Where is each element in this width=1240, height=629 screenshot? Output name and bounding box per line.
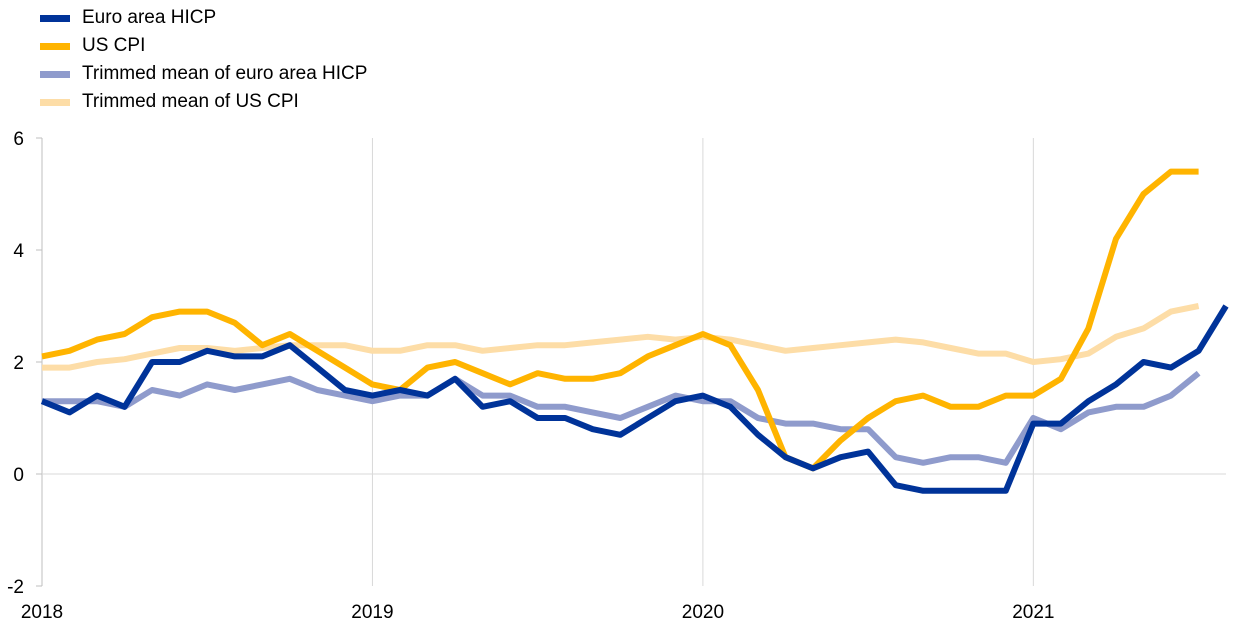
y-tick-label: 2 — [13, 353, 24, 374]
y-tick-label: 6 — [13, 129, 24, 150]
legend-label: Trimmed mean of euro area HICP — [82, 63, 368, 84]
legend-label: Euro area HICP — [82, 7, 217, 28]
series-line-euro-area-hicp — [40, 304, 1229, 494]
legend-swatch — [40, 70, 70, 78]
y-tick-label: 4 — [13, 241, 24, 262]
legend-item-euro-hicp: Euro area HICP — [40, 4, 367, 32]
legend-label: Trimmed mean of US CPI — [82, 91, 299, 112]
legend-item-trimmed-euro: Trimmed mean of euro area HICP — [40, 60, 367, 88]
y-tick-label: 0 — [13, 465, 24, 486]
legend-item-trimmed-us: Trimmed mean of US CPI — [40, 88, 367, 116]
y-tick-label: -2 — [7, 577, 24, 598]
axes: 2018 2019 2020 2021 -2 0 2 4 6 — [7, 129, 1226, 623]
series-lines — [40, 168, 1229, 494]
series-line-trimmed-mean-of-euro-area-hicp — [42, 370, 1201, 466]
series-line-trimmed-mean-of-us-cpi — [42, 303, 1200, 371]
x-tick-label: 2018 — [21, 602, 63, 623]
x-tick-label: 2021 — [1012, 602, 1054, 623]
grid — [371, 138, 1034, 586]
series-line-us-cpi — [41, 168, 1199, 472]
x-tick-label: 2019 — [351, 602, 393, 623]
legend-swatch — [40, 42, 70, 50]
legend-swatch — [40, 98, 70, 106]
legend-item-us-cpi: US CPI — [40, 32, 367, 60]
legend-label: US CPI — [82, 35, 146, 56]
legend: Euro area HICP US CPI Trimmed mean of eu… — [40, 4, 367, 116]
x-tick-label: 2020 — [682, 602, 724, 623]
legend-swatch — [40, 14, 70, 22]
